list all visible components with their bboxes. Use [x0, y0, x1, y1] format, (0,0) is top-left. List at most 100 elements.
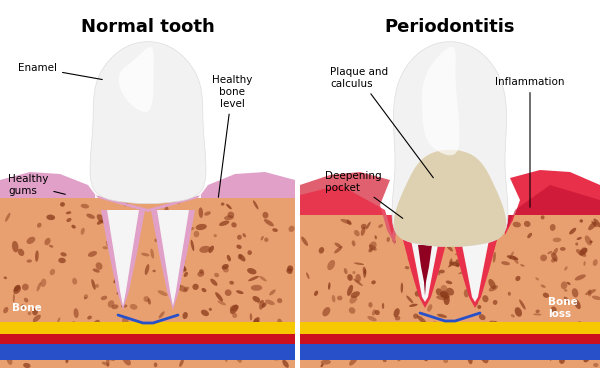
Ellipse shape [214, 234, 217, 237]
Ellipse shape [238, 341, 242, 344]
Ellipse shape [564, 266, 568, 270]
Ellipse shape [277, 298, 282, 303]
Ellipse shape [347, 285, 353, 296]
Ellipse shape [494, 321, 497, 325]
Ellipse shape [583, 356, 590, 362]
Ellipse shape [253, 296, 260, 302]
Ellipse shape [230, 305, 239, 311]
Text: Inflammation: Inflammation [495, 77, 565, 207]
Ellipse shape [464, 289, 469, 297]
Ellipse shape [184, 287, 189, 291]
Ellipse shape [322, 307, 331, 316]
Ellipse shape [595, 335, 599, 342]
Ellipse shape [427, 336, 434, 342]
Ellipse shape [238, 254, 245, 262]
Ellipse shape [578, 321, 585, 326]
Ellipse shape [265, 300, 275, 305]
Ellipse shape [363, 267, 366, 275]
Ellipse shape [531, 347, 536, 352]
Ellipse shape [44, 333, 54, 338]
Ellipse shape [369, 244, 377, 251]
Ellipse shape [335, 243, 342, 248]
Polygon shape [0, 322, 295, 338]
Ellipse shape [158, 290, 167, 296]
Polygon shape [300, 185, 397, 235]
Ellipse shape [175, 226, 187, 230]
Ellipse shape [104, 325, 107, 327]
Ellipse shape [177, 225, 181, 232]
Ellipse shape [589, 240, 593, 243]
Ellipse shape [538, 352, 547, 359]
Ellipse shape [41, 279, 46, 287]
Ellipse shape [449, 320, 452, 328]
Ellipse shape [67, 347, 73, 352]
Ellipse shape [23, 363, 31, 368]
Ellipse shape [455, 259, 460, 267]
Polygon shape [394, 150, 506, 247]
Ellipse shape [270, 357, 281, 360]
Ellipse shape [577, 237, 582, 240]
Ellipse shape [436, 296, 448, 300]
Ellipse shape [235, 352, 242, 363]
Ellipse shape [86, 213, 95, 219]
Ellipse shape [100, 333, 104, 339]
Ellipse shape [12, 241, 19, 252]
Ellipse shape [439, 270, 445, 273]
Ellipse shape [32, 308, 38, 315]
Ellipse shape [368, 248, 373, 252]
Ellipse shape [208, 245, 214, 253]
Ellipse shape [395, 316, 400, 321]
Polygon shape [411, 240, 439, 302]
Ellipse shape [510, 341, 515, 349]
Ellipse shape [130, 304, 137, 310]
Ellipse shape [541, 215, 545, 219]
Ellipse shape [280, 341, 289, 347]
Ellipse shape [560, 247, 566, 251]
Ellipse shape [107, 355, 115, 361]
Ellipse shape [344, 268, 347, 274]
Ellipse shape [146, 334, 152, 340]
Ellipse shape [301, 342, 306, 347]
Polygon shape [403, 240, 447, 308]
Ellipse shape [478, 272, 482, 277]
Ellipse shape [328, 282, 331, 290]
Ellipse shape [3, 307, 8, 314]
Ellipse shape [583, 340, 590, 344]
Ellipse shape [355, 274, 361, 282]
Ellipse shape [302, 332, 308, 337]
Ellipse shape [197, 271, 204, 277]
Ellipse shape [154, 362, 157, 367]
Ellipse shape [533, 314, 542, 315]
Ellipse shape [257, 301, 262, 304]
Ellipse shape [581, 247, 587, 253]
Ellipse shape [176, 199, 181, 204]
Ellipse shape [101, 296, 107, 300]
Ellipse shape [114, 219, 121, 225]
Ellipse shape [446, 244, 453, 251]
Ellipse shape [247, 268, 257, 275]
Ellipse shape [80, 204, 89, 208]
Ellipse shape [234, 329, 241, 340]
Ellipse shape [386, 237, 390, 242]
Ellipse shape [477, 305, 481, 309]
Text: Periodontitis: Periodontitis [385, 18, 515, 36]
Ellipse shape [383, 358, 386, 362]
Ellipse shape [286, 268, 292, 274]
Ellipse shape [46, 215, 55, 220]
Ellipse shape [227, 255, 231, 261]
Ellipse shape [205, 351, 209, 356]
Polygon shape [461, 240, 489, 302]
Ellipse shape [515, 276, 520, 281]
Ellipse shape [183, 352, 189, 357]
Ellipse shape [415, 291, 421, 297]
Ellipse shape [145, 264, 149, 275]
Ellipse shape [148, 328, 155, 333]
Ellipse shape [509, 342, 514, 348]
Ellipse shape [18, 249, 25, 256]
Ellipse shape [133, 328, 137, 333]
Ellipse shape [26, 344, 31, 347]
Ellipse shape [235, 347, 239, 351]
Ellipse shape [280, 349, 284, 352]
Ellipse shape [401, 283, 403, 293]
Ellipse shape [67, 218, 71, 222]
